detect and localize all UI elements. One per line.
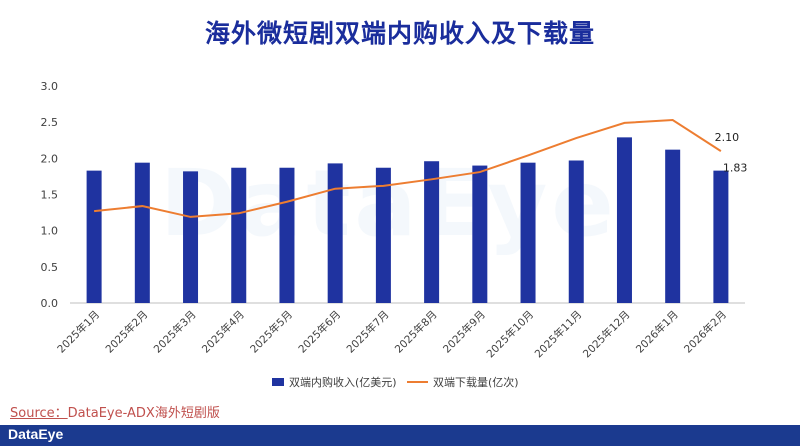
x-tick-label: 2025年1月 <box>55 308 103 356</box>
y-tick-label: 3.0 <box>41 80 59 93</box>
x-tick-label: 2025年7月 <box>344 308 392 356</box>
x-tick-label: 2025年8月 <box>392 308 440 356</box>
data-label: 1.83 <box>723 162 748 175</box>
source-text: DataEye-ADX海外短剧版 <box>67 406 220 421</box>
bar <box>665 149 681 303</box>
bar <box>327 163 343 303</box>
bar <box>568 160 584 303</box>
bar <box>134 162 150 303</box>
legend-line-label: 双端下载量(亿次) <box>433 375 519 389</box>
x-tick-label: 2025年11月 <box>532 308 584 360</box>
footer-logo: DataEye <box>8 426 64 442</box>
y-tick-label: 0.0 <box>41 297 59 310</box>
x-tick-label: 2025年4月 <box>199 308 247 356</box>
bar <box>375 167 391 303</box>
line-series <box>94 118 722 218</box>
bar <box>520 162 536 303</box>
legend-bar-label: 双端内购收入(亿美元) <box>289 375 397 389</box>
bar-series <box>86 137 729 303</box>
x-tick-label: 2026年1月 <box>633 308 681 356</box>
bar <box>424 161 440 303</box>
y-axis: 0.0 0.5 1.0 1.5 2.0 2.5 3.0 <box>41 80 59 310</box>
x-tick-label: 2025年6月 <box>296 308 344 356</box>
y-tick-label: 0.5 <box>41 261 59 274</box>
bar <box>183 171 199 303</box>
bar <box>713 170 729 303</box>
x-tick-label: 2025年5月 <box>247 308 295 356</box>
legend: 双端内购收入(亿美元) 双端下载量(亿次) <box>272 375 519 389</box>
x-tick-label: 2025年9月 <box>440 308 488 356</box>
y-tick-label: 1.5 <box>41 189 59 202</box>
legend-bar-swatch <box>272 378 284 386</box>
bar <box>472 165 488 303</box>
source-note: Source：DataEye-ADX海外短剧版 <box>10 402 220 421</box>
x-tick-label: 2025年10月 <box>484 308 536 360</box>
x-tick-label: 2025年12月 <box>580 308 632 360</box>
x-tick-label: 2025年2月 <box>103 308 151 356</box>
data-label: 2.10 <box>715 131 740 144</box>
x-tick-label: 2025年3月 <box>151 308 199 356</box>
bar <box>279 167 295 303</box>
y-tick-label: 1.0 <box>41 225 59 238</box>
chart-title: 海外微短剧双端内购收入及下载量 <box>204 19 595 48</box>
chart-canvas: 0.00.51.01.52.02.53.0 2025年1月 2025年2月 2025… <box>41 80 748 389</box>
x-axis: 2025年1月 2025年2月 2025年3月 2025年4月 2025年5月 2025年… <box>55 308 729 360</box>
bar <box>86 170 102 303</box>
data-labels: 1.83 2.10 <box>94 119 748 217</box>
bar <box>231 167 247 303</box>
bar <box>616 137 632 303</box>
y-tick-label: 2.5 <box>41 116 59 129</box>
x-tick-label: 2026年2月 <box>681 308 729 356</box>
source-label: Source： <box>10 406 68 421</box>
footer-bar: DataEye <box>0 425 800 446</box>
y-tick-label: 2.0 <box>41 152 59 165</box>
